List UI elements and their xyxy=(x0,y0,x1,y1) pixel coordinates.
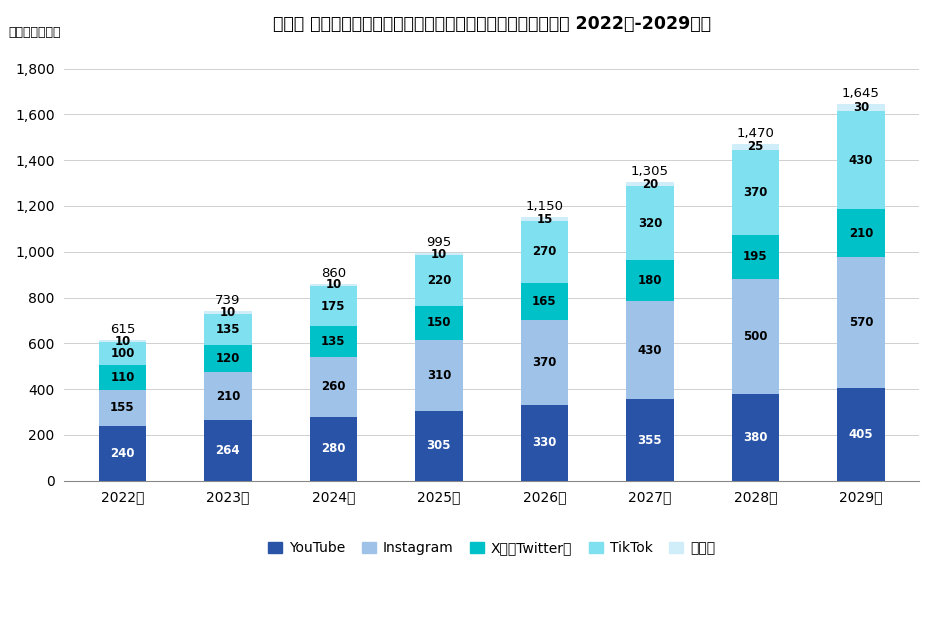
Bar xyxy=(626,182,673,186)
Text: 155: 155 xyxy=(110,402,134,415)
Text: 264: 264 xyxy=(216,444,240,457)
Text: 1,470: 1,470 xyxy=(737,127,774,140)
Text: 10: 10 xyxy=(219,306,236,319)
Text: 860: 860 xyxy=(321,267,346,280)
Bar xyxy=(416,411,462,481)
Text: 25: 25 xyxy=(747,141,764,154)
Bar xyxy=(310,326,357,357)
Bar xyxy=(837,104,884,111)
Bar xyxy=(626,301,673,399)
Text: 210: 210 xyxy=(216,390,240,403)
Text: 330: 330 xyxy=(532,436,557,449)
Bar xyxy=(99,426,146,481)
Bar xyxy=(310,284,357,286)
Text: 135: 135 xyxy=(321,335,346,348)
Text: 995: 995 xyxy=(426,236,451,249)
Text: 210: 210 xyxy=(849,227,873,240)
Bar xyxy=(310,357,357,416)
Bar xyxy=(520,283,568,320)
Bar xyxy=(99,390,146,426)
Text: 260: 260 xyxy=(321,380,346,393)
Bar xyxy=(731,144,779,150)
Bar xyxy=(626,399,673,481)
Bar xyxy=(416,305,462,340)
Text: 380: 380 xyxy=(743,431,768,444)
Text: 270: 270 xyxy=(532,245,557,259)
Text: 20: 20 xyxy=(642,178,658,191)
Text: 175: 175 xyxy=(321,300,346,313)
Text: 195: 195 xyxy=(743,251,768,263)
Text: 310: 310 xyxy=(427,369,451,382)
Title: 【国内 インフルエンサーマーケティングの市場規模推計・予測 2022年-2029年】: 【国内 インフルエンサーマーケティングの市場規模推計・予測 2022年-2029… xyxy=(273,15,711,33)
Bar xyxy=(626,186,673,260)
Text: 220: 220 xyxy=(427,274,451,287)
Text: 120: 120 xyxy=(216,352,240,365)
Bar xyxy=(205,345,251,372)
Bar xyxy=(520,221,568,283)
Bar xyxy=(837,111,884,209)
Text: 305: 305 xyxy=(427,439,451,452)
Text: 10: 10 xyxy=(325,278,342,291)
Text: 430: 430 xyxy=(849,154,873,167)
Text: 430: 430 xyxy=(638,344,662,357)
Bar xyxy=(416,255,462,305)
Bar xyxy=(731,394,779,481)
Bar xyxy=(205,420,251,481)
Text: 500: 500 xyxy=(743,330,768,343)
Legend: YouTube, Instagram, X（旧Twitter）, TikTok, その他: YouTube, Instagram, X（旧Twitter）, TikTok,… xyxy=(262,536,721,561)
Bar xyxy=(416,253,462,255)
Text: 165: 165 xyxy=(532,295,557,308)
Text: 615: 615 xyxy=(109,323,135,336)
Bar xyxy=(731,234,779,279)
Text: 1,150: 1,150 xyxy=(526,201,563,213)
Bar xyxy=(99,340,146,342)
Text: 355: 355 xyxy=(638,434,662,447)
Bar xyxy=(731,150,779,234)
Bar xyxy=(99,342,146,365)
Bar xyxy=(205,372,251,420)
Text: 15: 15 xyxy=(536,213,553,226)
Text: 180: 180 xyxy=(638,274,662,287)
Text: 370: 370 xyxy=(532,356,557,369)
Text: 100: 100 xyxy=(110,347,134,360)
Bar xyxy=(520,405,568,481)
Bar xyxy=(205,314,251,345)
Bar xyxy=(731,279,779,394)
Bar xyxy=(837,388,884,481)
Text: 30: 30 xyxy=(853,101,870,114)
Text: 570: 570 xyxy=(849,316,873,329)
Text: 405: 405 xyxy=(849,428,873,441)
Bar xyxy=(310,416,357,481)
Text: 320: 320 xyxy=(638,217,662,230)
Bar xyxy=(837,257,884,388)
Bar xyxy=(626,260,673,301)
Text: 739: 739 xyxy=(215,294,241,307)
Bar xyxy=(520,320,568,405)
Text: 10: 10 xyxy=(431,247,447,260)
Bar xyxy=(520,217,568,221)
Text: 135: 135 xyxy=(216,323,240,336)
Bar xyxy=(99,365,146,390)
Bar xyxy=(205,312,251,314)
Text: 150: 150 xyxy=(427,316,451,329)
Text: 1,645: 1,645 xyxy=(842,87,880,100)
Bar xyxy=(416,340,462,411)
Bar xyxy=(837,209,884,257)
Text: 370: 370 xyxy=(743,186,768,199)
Bar xyxy=(310,286,357,326)
Text: 1,305: 1,305 xyxy=(631,165,669,178)
Text: 280: 280 xyxy=(321,442,346,455)
Text: （単位：億円）: （単位：億円） xyxy=(8,26,62,39)
Text: 240: 240 xyxy=(110,447,134,460)
Text: 10: 10 xyxy=(114,334,131,347)
Text: 110: 110 xyxy=(110,371,134,384)
